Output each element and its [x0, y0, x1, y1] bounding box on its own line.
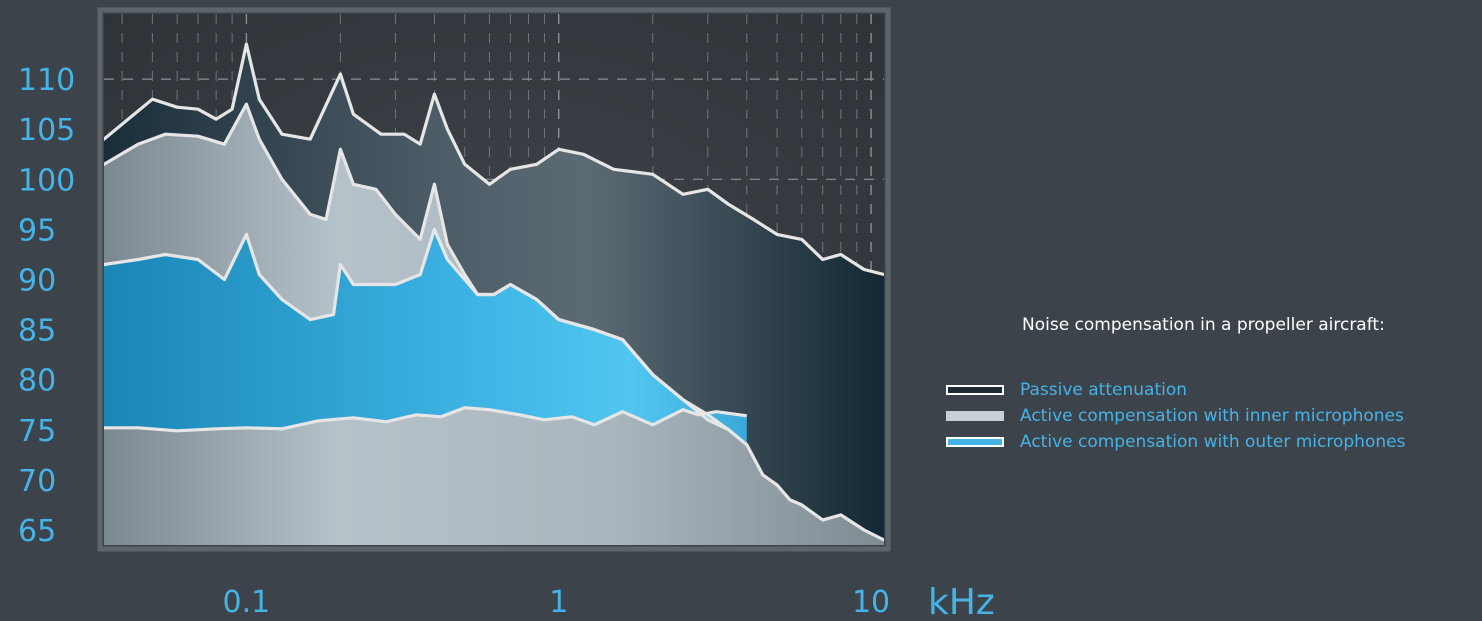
legend-swatch-passive — [946, 385, 1004, 395]
x-tick-label: 10 — [852, 585, 890, 620]
y-tick-label: 95 — [18, 213, 56, 248]
y-tick-label: 90 — [18, 264, 56, 299]
y-tick-label: 70 — [18, 464, 56, 499]
data-areas — [104, 42, 884, 545]
y-tick-label: 65 — [18, 514, 56, 549]
baseline-line — [104, 406, 748, 433]
y-tick-label: 80 — [18, 364, 56, 399]
series-line-passive-attenuation — [104, 42, 884, 277]
series-line-outer-microphones — [104, 227, 749, 447]
y-tick-label: 75 — [18, 414, 56, 449]
y-tick-label: 100 — [18, 163, 75, 198]
legend-label: Active compensation with inner microphon… — [1020, 406, 1404, 426]
legend-item-outer-microphones: Active compensation with outer microphon… — [946, 429, 1482, 455]
plot-frame — [97, 7, 891, 552]
x-tick-label: 0.1 — [223, 585, 271, 620]
area-outer-microphones — [104, 229, 747, 445]
legend-title: Noise compensation in a propeller aircra… — [1022, 315, 1385, 335]
x-tick-label: 1 — [549, 585, 568, 620]
legend-item-inner-microphones: Active compensation with inner microphon… — [946, 403, 1482, 429]
legend-label: Passive attenuation — [1020, 380, 1188, 400]
legend-swatch-outer — [946, 437, 1004, 447]
legend-label: Active compensation with outer microphon… — [1020, 432, 1406, 452]
x-axis-ticks: 0.1 1 10 — [223, 585, 891, 620]
y-tick-label: 110 — [18, 63, 75, 98]
legend: Noise compensation in a propeller aircra… — [946, 313, 1482, 455]
y-axis-ticks: 110 105 100 95 90 85 80 75 70 65 — [18, 63, 75, 549]
y-tick-label: 85 — [18, 314, 56, 349]
legend-swatch-inner — [946, 411, 1004, 421]
legend-item-passive-attenuation: Passive attenuation — [946, 377, 1482, 403]
y-tick-label: 105 — [18, 113, 75, 148]
x-axis-unit-label: kHz — [928, 582, 995, 621]
